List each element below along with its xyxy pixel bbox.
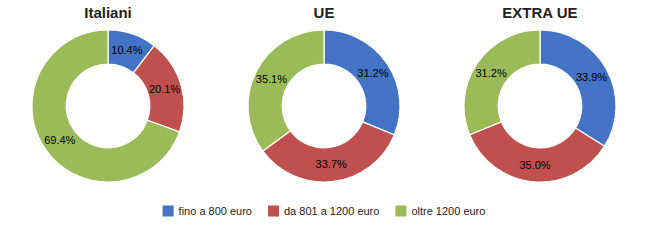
data-label: 31.2% (357, 67, 388, 79)
chart-title: UE (314, 4, 335, 21)
legend-swatch (395, 206, 406, 217)
data-label: 33.9% (576, 71, 607, 83)
legend-label: da 801 a 1200 euro (284, 205, 379, 217)
data-label: 31.2% (476, 67, 507, 79)
donut-slice (540, 30, 616, 146)
legend-label: fino a 800 euro (179, 205, 252, 217)
data-label: 10.4% (111, 44, 142, 56)
donut-slice (133, 46, 184, 132)
donut-slice (32, 30, 179, 182)
donut-chart: UE 31.2% 33.7% 35.1% (248, 4, 400, 182)
data-label: 33.7% (316, 158, 347, 170)
donut-chart: Italiani 10.4% 20.1% 69.4% (32, 4, 184, 182)
legend: fino a 800 euro da 801 a 1200 euro oltre 1… (163, 205, 486, 217)
data-label: 35.0% (519, 159, 550, 171)
data-label: 20.1% (149, 83, 180, 95)
donut-slice (248, 30, 324, 151)
chart-title: Italiani (84, 4, 132, 21)
legend-swatch (163, 206, 174, 217)
figure: Italiani 10.4% 20.1% 69.4% UE 31.2% 33.7% 35.1%… (0, 0, 648, 225)
donut-slice (464, 30, 540, 135)
chart-title: EXTRA UE (502, 4, 577, 21)
legend-swatch (268, 206, 279, 217)
donut-slice (324, 30, 400, 135)
data-label: 69.4% (44, 134, 75, 146)
donut-chart: EXTRA UE 33.9% 35.0% 31.2% (464, 4, 616, 182)
legend-label: oltre 1200 euro (411, 205, 485, 217)
donut-slice (470, 122, 605, 182)
data-label: 35.1% (256, 73, 287, 85)
